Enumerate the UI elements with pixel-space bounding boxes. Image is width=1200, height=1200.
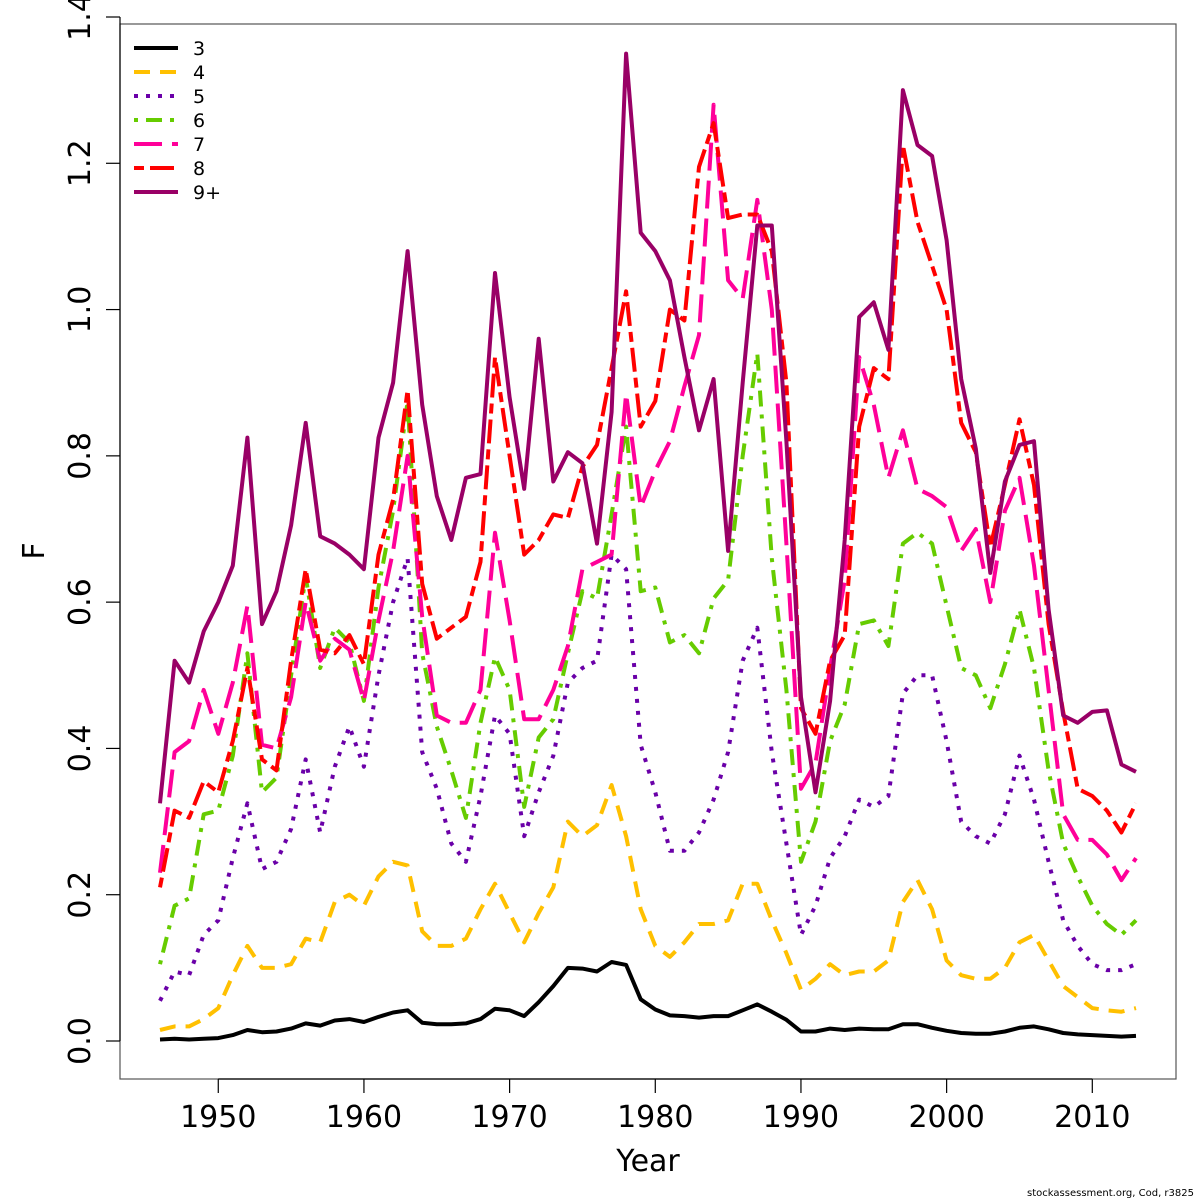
y-tick-label: 0.4	[63, 725, 98, 773]
series-line-4	[159, 783, 1137, 1032]
series-line-7	[158, 102, 1138, 883]
x-tick-label: 1980	[617, 1100, 693, 1135]
series-line-6	[158, 351, 1138, 965]
legend-label: 7	[193, 134, 205, 156]
x-tick-label: 2010	[1054, 1100, 1130, 1135]
x-axis: 1950 1960 1970 1980 1990 2000 2010	[180, 1078, 1130, 1135]
series-lines	[158, 51, 1138, 1042]
y-tick-label: 0.8	[63, 432, 98, 480]
x-tick-label: 1990	[763, 1100, 839, 1135]
credit-text: stockassessment.org, Cod, r3825	[1027, 1188, 1194, 1199]
plot-frame	[119, 23, 1177, 1080]
legend-label: 3	[193, 38, 205, 60]
legend-label: 4	[193, 62, 205, 84]
y-tick-label: 0.2	[63, 871, 98, 919]
y-tick-label: 0.0	[63, 1017, 98, 1065]
x-tick-label: 1960	[326, 1100, 402, 1135]
y-tick-label: 0.6	[63, 578, 98, 626]
x-tick-label: 2000	[908, 1100, 984, 1135]
series-line-8	[158, 121, 1138, 888]
series-line-5	[158, 552, 1137, 1002]
legend-label: 5	[193, 86, 205, 108]
legend-label: 8	[193, 158, 205, 180]
y-axis: 0.0 0.2 0.4 0.6 0.8 1.0 1.2 1.4	[63, 0, 121, 1065]
y-axis-title: F	[17, 542, 52, 559]
y-tick-label: 1.2	[63, 139, 98, 187]
y-tick-label: 1.0	[63, 286, 98, 334]
legend-label: 9+	[193, 182, 221, 204]
x-tick-label: 1970	[471, 1100, 547, 1135]
series-line-3	[159, 960, 1137, 1042]
legend-label: 6	[193, 110, 205, 132]
x-axis-title: Year	[615, 1144, 680, 1179]
series-line-9plus	[158, 51, 1137, 804]
y-tick-label: 1.4	[63, 0, 98, 41]
x-tick-label: 1950	[180, 1100, 256, 1135]
